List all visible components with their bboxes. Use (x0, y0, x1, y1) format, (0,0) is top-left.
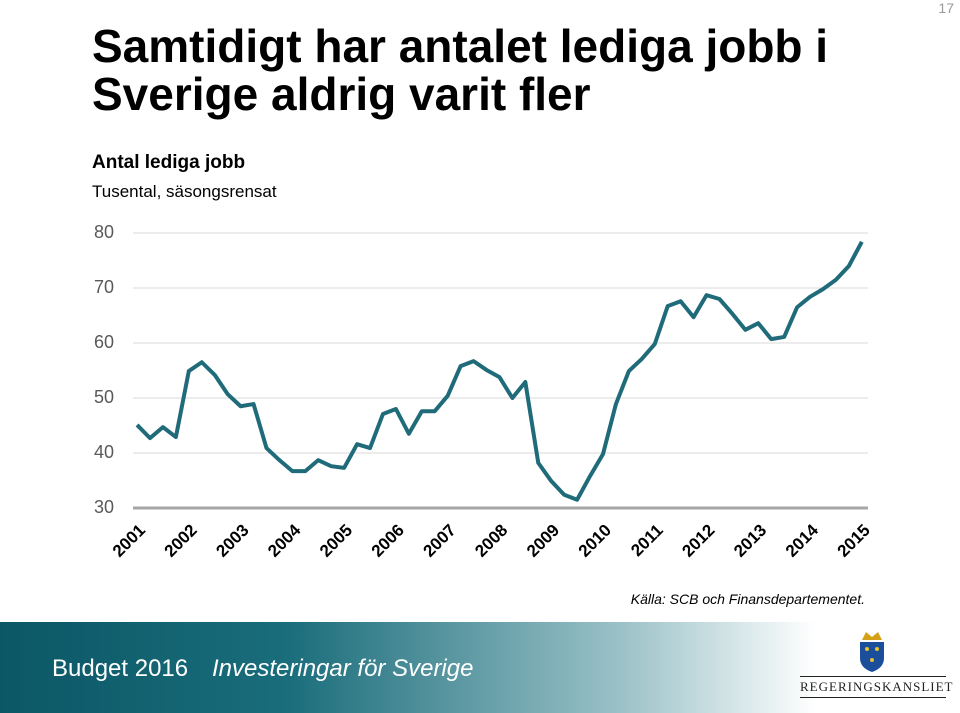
x-tick-label: 2005 (316, 521, 356, 561)
source-text: : SCB och Finansdepartementet. (661, 591, 865, 607)
x-tick-label: 2012 (678, 521, 718, 561)
y-tick-label: 30 (94, 497, 114, 517)
x-tick-label: 2001 (109, 521, 149, 561)
x-tick-label: 2004 (264, 520, 305, 561)
x-tick-label: 2011 (627, 521, 667, 561)
footer-budget: Budget 2016 (52, 655, 189, 682)
x-tick-label: 2010 (575, 521, 615, 561)
y-tick-label: 40 (94, 442, 114, 462)
data-line (135, 240, 864, 502)
y-tick-label: 60 (94, 332, 114, 352)
source: Källa: SCB och Finansdepartementet. (631, 591, 865, 607)
footer-tagline: Investeringar för Sverige (212, 655, 474, 682)
x-tick-label: 2014 (782, 520, 823, 561)
chart: 30 40 50 60 70 80 2001 2002 2003 2004 2005 2006 2007… (94, 222, 874, 561)
y-tick-label: 50 (94, 387, 114, 407)
logo-emblem (860, 632, 884, 672)
page-number: 17 (938, 0, 954, 16)
x-tick-label: 2003 (212, 521, 252, 561)
chart-subtitle: Antal lediga jobb (92, 152, 246, 173)
x-tick-label: 2006 (368, 521, 408, 561)
x-tick-label: 2009 (523, 521, 563, 561)
source-label: Källa (630, 591, 662, 607)
x-tick-label: 2007 (419, 521, 459, 561)
x-tick-label: 2013 (730, 521, 770, 561)
chart-title: Samtidigt har antalet lediga jobb i Sver… (92, 20, 829, 120)
y-tick-label: 70 (94, 277, 114, 297)
x-tick-label: 2008 (471, 521, 511, 561)
y-tick-label: 80 (94, 222, 114, 242)
logo-text: REGERINGSKANSLIET (800, 676, 953, 698)
x-tick-label: 2015 (834, 521, 874, 561)
x-tick-label: 2002 (161, 521, 201, 561)
unit-label: Tusental, säsongsrensat (92, 182, 277, 201)
